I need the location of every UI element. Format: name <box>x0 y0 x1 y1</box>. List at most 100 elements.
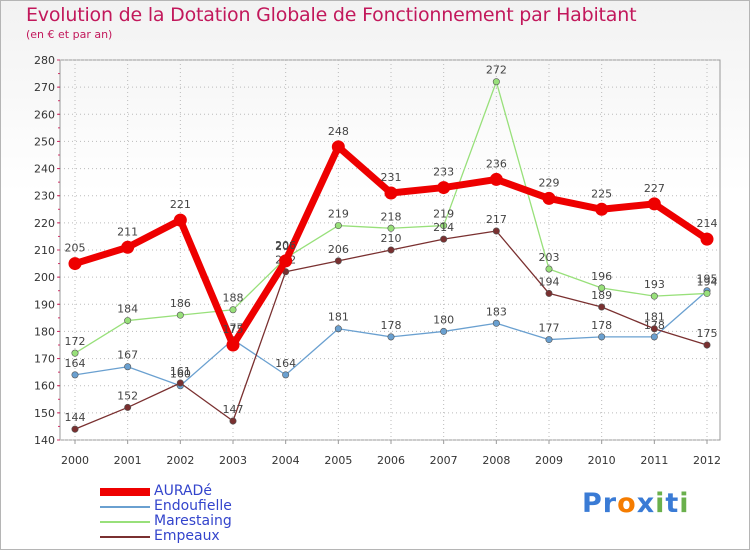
data-label: 180 <box>433 313 454 326</box>
legend-item: Marestaing <box>100 514 232 529</box>
data-point <box>489 172 503 186</box>
data-label: 236 <box>486 157 507 170</box>
data-label: 210 <box>381 232 402 245</box>
data-label: 194 <box>697 275 718 288</box>
data-label: 178 <box>591 319 612 332</box>
y-tick-label: 170 <box>34 353 55 366</box>
data-label: 164 <box>65 357 86 370</box>
data-label: 219 <box>433 208 454 221</box>
data-label: 181 <box>644 311 665 324</box>
y-tick-label: 210 <box>34 244 55 257</box>
data-point <box>650 292 658 300</box>
y-tick-label: 260 <box>34 108 55 121</box>
data-label: 181 <box>328 311 349 324</box>
data-label: 214 <box>697 217 718 230</box>
legend-label: AURADé <box>154 483 212 499</box>
x-tick-label: 2008 <box>482 454 510 467</box>
logo-letter: i <box>679 488 690 519</box>
data-point <box>598 333 606 341</box>
proxiti-logo: Proxiti <box>582 488 690 519</box>
logo-letter: t <box>665 488 680 519</box>
data-point <box>703 341 711 349</box>
legend-swatch <box>100 535 150 538</box>
y-tick-label: 200 <box>34 271 55 284</box>
data-point <box>703 289 711 297</box>
x-tick-label: 2007 <box>430 454 458 467</box>
y-tick-label: 180 <box>34 325 55 338</box>
data-point <box>384 186 398 200</box>
data-label: 186 <box>170 297 191 310</box>
data-label: 206 <box>328 243 349 256</box>
data-label: 203 <box>539 251 560 264</box>
data-label: 233 <box>433 166 454 179</box>
chart-title: Evolution de la Dotation Globale de Fonc… <box>26 4 637 26</box>
data-point <box>334 222 342 230</box>
x-tick-label: 2010 <box>588 454 616 467</box>
data-point <box>229 417 237 425</box>
legend-item: Endoufielle <box>100 499 232 514</box>
data-point <box>492 227 500 235</box>
logo-letter: r <box>602 488 618 519</box>
data-point <box>124 317 132 325</box>
data-label: 231 <box>381 171 402 184</box>
data-point <box>279 254 293 268</box>
chart-subtitle: (en € et par an) <box>26 28 113 41</box>
data-point <box>650 325 658 333</box>
data-point <box>226 338 240 352</box>
data-point <box>595 202 609 216</box>
data-point <box>331 140 345 154</box>
data-label: 152 <box>117 389 138 402</box>
data-point <box>387 224 395 232</box>
data-label: 164 <box>275 357 296 370</box>
data-label: 175 <box>223 323 244 336</box>
data-point <box>545 265 553 273</box>
data-label: 206 <box>275 239 296 252</box>
legend-swatch <box>100 487 150 496</box>
y-tick-label: 280 <box>34 54 55 67</box>
y-tick-label: 220 <box>34 217 55 230</box>
logo-letter: i <box>655 488 666 519</box>
data-point <box>121 240 135 254</box>
data-label: 193 <box>644 278 665 291</box>
data-label: 184 <box>117 303 138 316</box>
x-tick-label: 2012 <box>693 454 721 467</box>
data-label: 167 <box>117 349 138 362</box>
data-point <box>282 371 290 379</box>
data-label: 175 <box>697 327 718 340</box>
legend: AURADé Endoufielle Marestaing Empeaux <box>100 484 232 544</box>
data-point <box>598 284 606 292</box>
data-label: 217 <box>486 213 507 226</box>
data-label: 227 <box>644 182 665 195</box>
data-label: 221 <box>170 198 191 211</box>
data-point <box>440 235 448 243</box>
data-point <box>68 257 82 271</box>
legend-label: Endoufielle <box>154 498 232 514</box>
data-point <box>71 349 79 357</box>
y-tick-label: 140 <box>34 434 55 447</box>
data-point <box>176 379 184 387</box>
data-point <box>440 327 448 335</box>
data-point <box>440 222 448 230</box>
data-point <box>545 336 553 344</box>
data-point <box>647 197 661 211</box>
data-point <box>700 232 714 246</box>
y-tick-label: 230 <box>34 190 55 203</box>
legend-label: Marestaing <box>154 513 232 529</box>
legend-label: Empeaux <box>154 528 220 544</box>
data-point <box>124 363 132 371</box>
data-point <box>598 303 606 311</box>
logo-letter: P <box>582 488 603 519</box>
data-label: 225 <box>591 187 612 200</box>
data-point <box>71 371 79 379</box>
data-label: 189 <box>591 289 612 302</box>
data-point <box>542 191 556 205</box>
x-tick-label: 2000 <box>61 454 89 467</box>
y-tick-label: 160 <box>34 380 55 393</box>
data-point <box>229 306 237 314</box>
data-label: 219 <box>328 208 349 221</box>
data-label: 160 <box>170 368 191 381</box>
data-point <box>387 246 395 254</box>
data-point <box>437 181 451 195</box>
